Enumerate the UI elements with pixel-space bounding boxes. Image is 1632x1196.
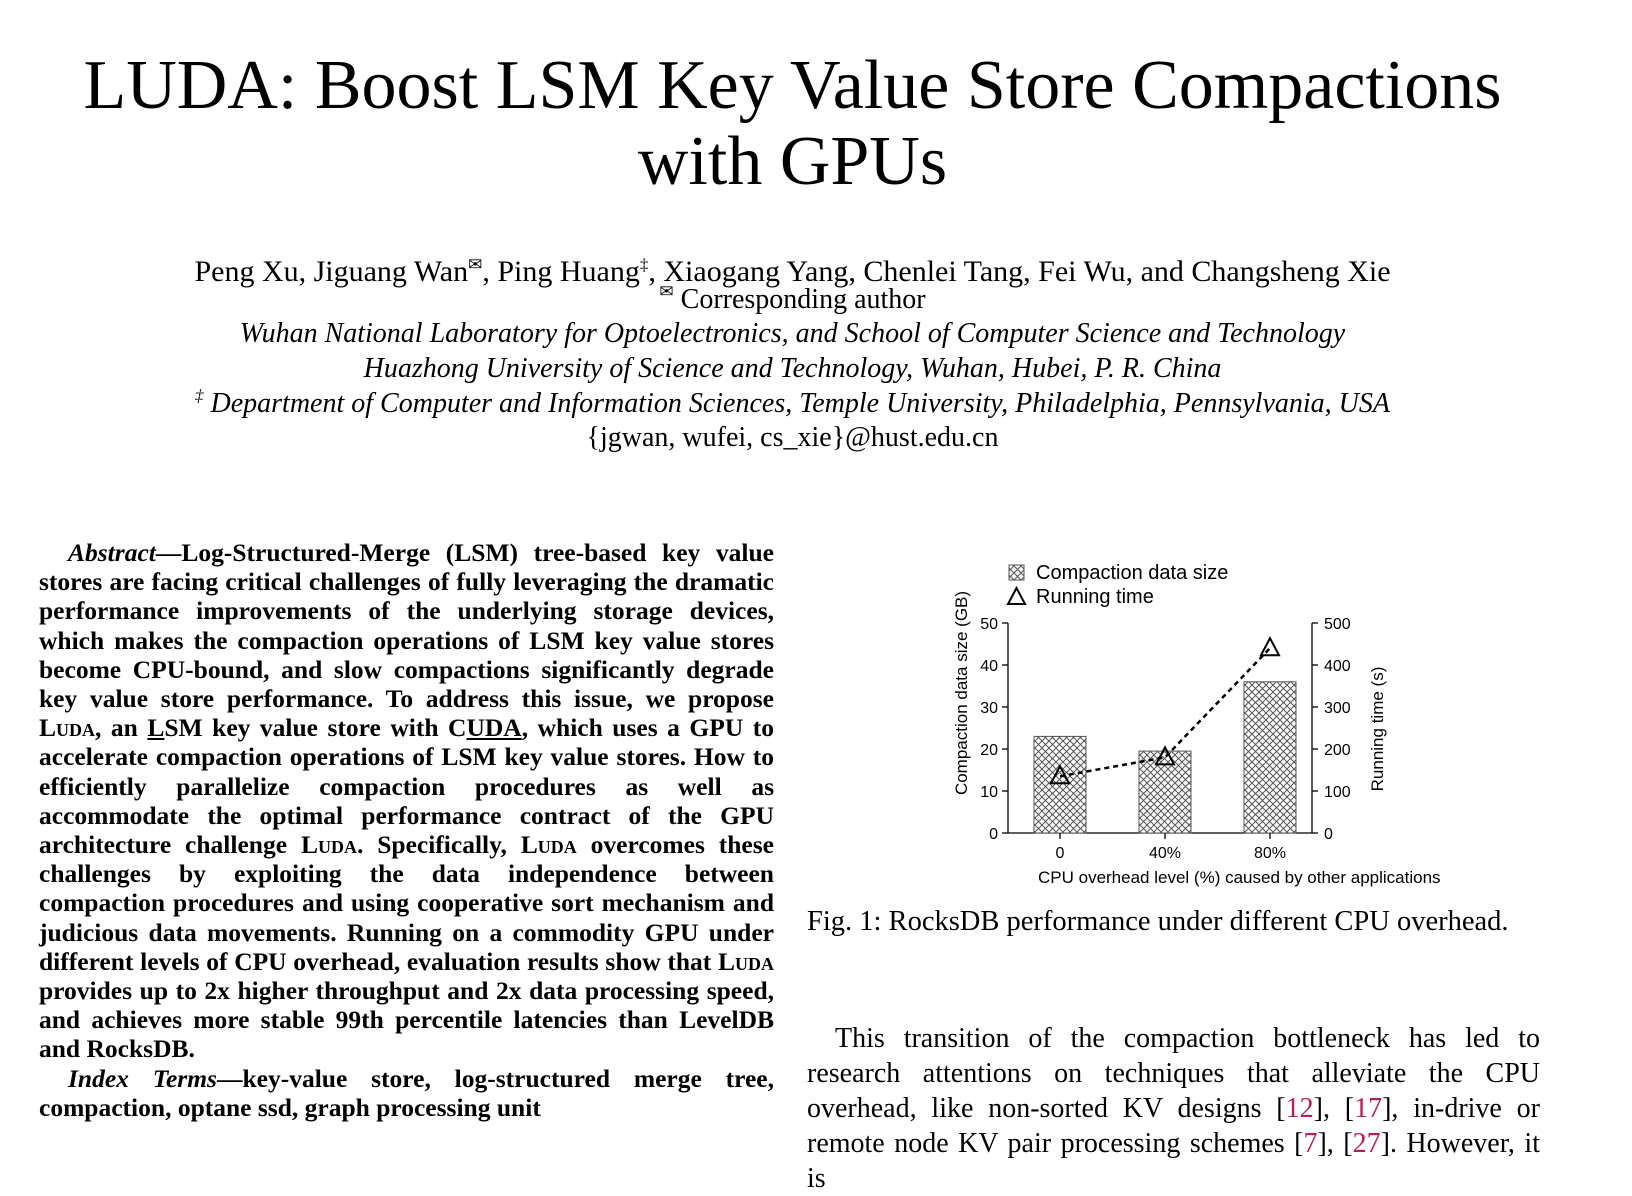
index-terms-text: —key-value store, log-structured merge t…	[39, 1063, 774, 1122]
y-left-tick-label: 50	[980, 616, 998, 633]
x-tick-label: 80%	[1254, 845, 1286, 862]
bar-compaction-data-size	[1033, 735, 1087, 834]
body-paragraph: This transition of the compaction bottle…	[807, 1021, 1540, 1196]
index-terms-label: Index Terms	[68, 1063, 217, 1093]
corresponding-text: Corresponding author	[673, 284, 926, 315]
abstract-text: overcomes these challenges by exploiting…	[39, 830, 774, 976]
affiliation-line-1: Wuhan National Laboratory for Optoelectr…	[239, 318, 1346, 349]
body-text: This transition of the compaction bottle…	[807, 1023, 1540, 1124]
authors-text: , Ping Huang	[482, 255, 640, 288]
y-left-tick-label: 0	[989, 826, 998, 843]
legend-label-compaction: Compaction data size	[1036, 562, 1228, 584]
legend-bar-swatch	[1008, 564, 1025, 581]
citation-link[interactable]: 17	[1354, 1093, 1383, 1124]
x-axis-label: CPU overhead level (%) caused by other a…	[1038, 868, 1441, 887]
point-running-time	[1259, 636, 1281, 657]
paper-title: LUDA: Boost LSM Key Value Store Compacti…	[0, 48, 1585, 200]
y-right-tick-label: 400	[1324, 658, 1351, 675]
y-axis-left-label: Compaction data size (GB)	[952, 591, 971, 795]
contact-email: {jgwan, wufei, cs_xie}@hust.edu.cn	[586, 422, 999, 453]
abstract-text: —Log-Structured-Merge (LSM) tree-based k…	[39, 538, 774, 714]
abstract-paragraph: Abstract—Log-Structured-Merge (LSM) tree…	[39, 538, 774, 1064]
y-right-tick-label: 200	[1324, 742, 1351, 759]
body-text: ], [	[1317, 1128, 1353, 1159]
line-running-time	[1059, 647, 1271, 778]
body-text: ], [	[1313, 1093, 1355, 1124]
figure-1-chart: Compaction data size Running time 0 10 20 3…	[952, 562, 1441, 887]
envelope-icon: ✉	[659, 282, 674, 301]
system-name: Luda	[39, 713, 96, 743]
double-dagger-mark: ‡	[195, 386, 204, 405]
legend-triangle-icon	[1006, 585, 1027, 605]
abstract-text: . Specifically,	[356, 830, 521, 860]
authors-text: Peng Xu, Jiguang Wan	[194, 255, 469, 288]
y-left-tick-label: 20	[980, 742, 998, 759]
abstract-text: provides up to 2x higher throughput and …	[39, 976, 774, 1064]
acronym-letter: L	[147, 713, 165, 743]
figure-caption: Fig. 1: RocksDB performance under differ…	[807, 906, 1509, 937]
acronym-letters: UDA	[466, 713, 522, 743]
body-text: ], in-drive or remote node KV pair proce…	[807, 1093, 1540, 1159]
y-axis-right-label: Running time (s)	[1368, 667, 1387, 792]
abstract-section: Abstract—Log-Structured-Merge (LSM) tree…	[39, 538, 774, 1122]
citation-link[interactable]: 27	[1352, 1128, 1381, 1159]
x-tick-label: 0	[1056, 845, 1065, 862]
y-left-tick-label: 30	[980, 700, 998, 717]
y-right-tick-label: 300	[1324, 700, 1351, 717]
affiliation-line-2: Huazhong University of Science and Techn…	[363, 353, 1222, 384]
double-dagger-mark: ‡	[639, 255, 649, 274]
system-name: Luda	[717, 946, 774, 976]
chart-legend: Compaction data size Running time	[1006, 562, 1228, 608]
author-list: Peng Xu, Jiguang Wan✉, Ping Huang‡, Xiao…	[0, 255, 1585, 289]
legend-label-running-time: Running time	[1036, 586, 1154, 608]
citation-link[interactable]: 7	[1303, 1128, 1318, 1159]
affiliation-line-3: ‡ Department of Computer and Information…	[0, 387, 1585, 421]
corresponding-author-note: ✉ Corresponding author	[0, 283, 1585, 317]
point-running-time	[1049, 764, 1071, 785]
point-running-time	[1154, 745, 1176, 766]
y-right-tick-label: 0	[1324, 826, 1333, 843]
abstract-text: SM key value store with C	[164, 713, 467, 743]
y-right-tick-label: 500	[1324, 616, 1351, 633]
y-right-tick-label: 100	[1324, 784, 1351, 801]
system-name: Luda	[300, 830, 357, 860]
index-terms-paragraph: Index Terms—key-value store, log-structu…	[39, 1064, 774, 1122]
system-name: Luda	[520, 830, 577, 860]
body-text-column: This transition of the compaction bottle…	[807, 1021, 1540, 1196]
x-tick-label: 40%	[1149, 845, 1181, 862]
citation-link[interactable]: 12	[1285, 1093, 1314, 1124]
y-left-tick-label: 40	[980, 658, 998, 675]
y-left-tick-label: 10	[980, 784, 998, 801]
bar-compaction-data-size	[1138, 750, 1192, 834]
title-line-2: with GPUs	[637, 123, 948, 200]
affiliation-text: Department of Computer and Information S…	[203, 388, 1390, 419]
bar-compaction-data-size	[1243, 681, 1297, 834]
abstract-text: , an	[95, 713, 148, 743]
authors-text: , Xiaogang Yang, Chenlei Tang, Fei Wu, a…	[648, 255, 1391, 288]
envelope-icon: ✉	[468, 255, 483, 274]
abstract-text: , which uses a GPU to accelerate compact…	[39, 713, 775, 860]
abstract-label: Abstract	[68, 538, 156, 567]
title-line-1: LUDA: Boost LSM Key Value Store Compacti…	[83, 47, 1502, 124]
